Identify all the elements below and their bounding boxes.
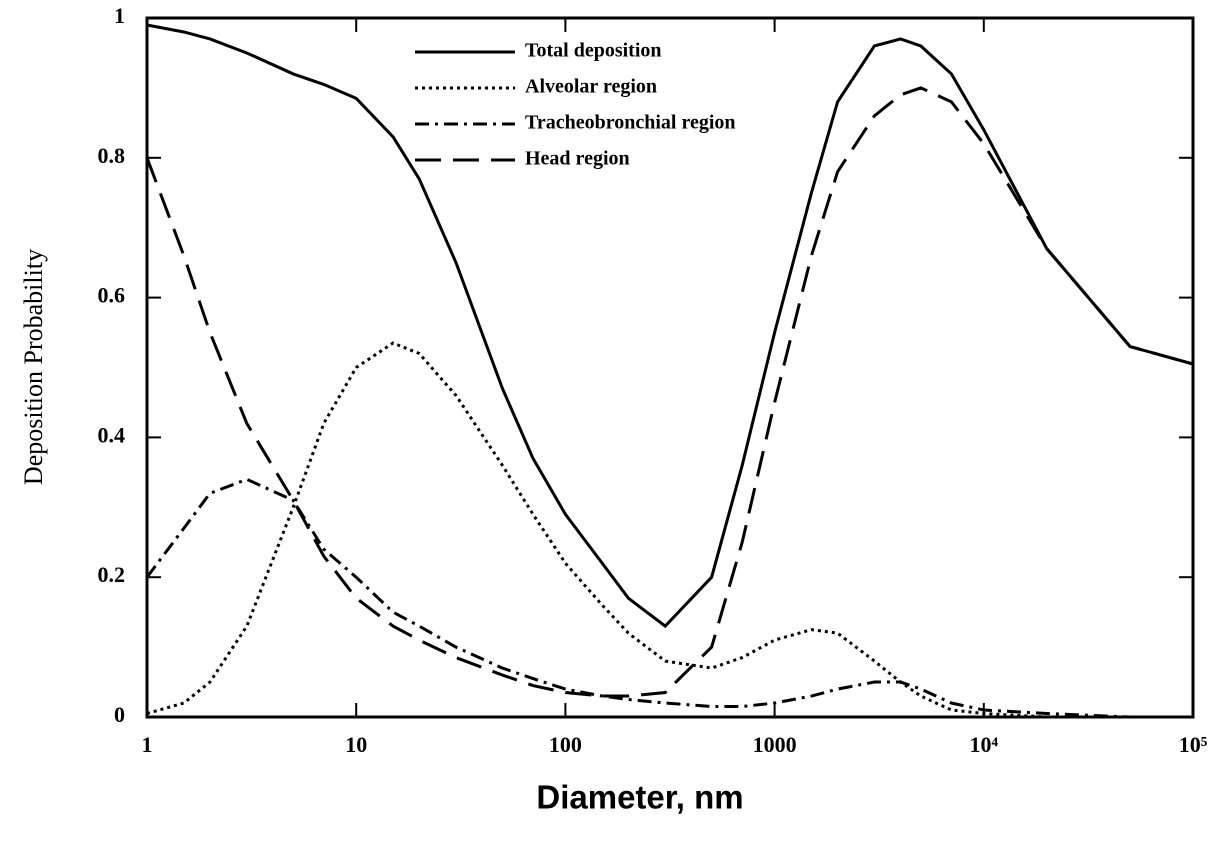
x-tick-label: 100 — [549, 732, 582, 757]
legend-label: Head region — [525, 148, 630, 170]
series-line — [145, 86, 1194, 698]
x-tick-label: 1000 — [753, 732, 797, 757]
y-tick-label: 1 — [114, 3, 125, 28]
x-tick-label: 10 — [345, 732, 367, 757]
y-tick-label: 0 — [114, 702, 125, 727]
legend-label: Total deposition — [525, 40, 662, 62]
series-line — [145, 477, 1193, 719]
y-tick-label: 0.2 — [98, 562, 126, 587]
y-tick-label: 0.8 — [98, 143, 126, 168]
series-line — [146, 23, 1194, 629]
y-tick-label: 0.6 — [98, 283, 126, 308]
legend-label: Alveolar region — [525, 76, 657, 98]
x-tick-label: 10⁵ — [1179, 732, 1208, 757]
x-axis-label: Diameter, nm — [536, 779, 743, 816]
y-tick-label: 0.4 — [98, 422, 126, 447]
series-line — [146, 341, 1193, 719]
x-tick-label: 1 — [142, 732, 153, 757]
plot-frame — [145, 16, 1195, 719]
y-axis-label: Deposition Probability — [19, 249, 48, 485]
legend-label: Tracheobronchial region — [525, 112, 736, 134]
x-tick-label: 10⁴ — [969, 732, 998, 757]
